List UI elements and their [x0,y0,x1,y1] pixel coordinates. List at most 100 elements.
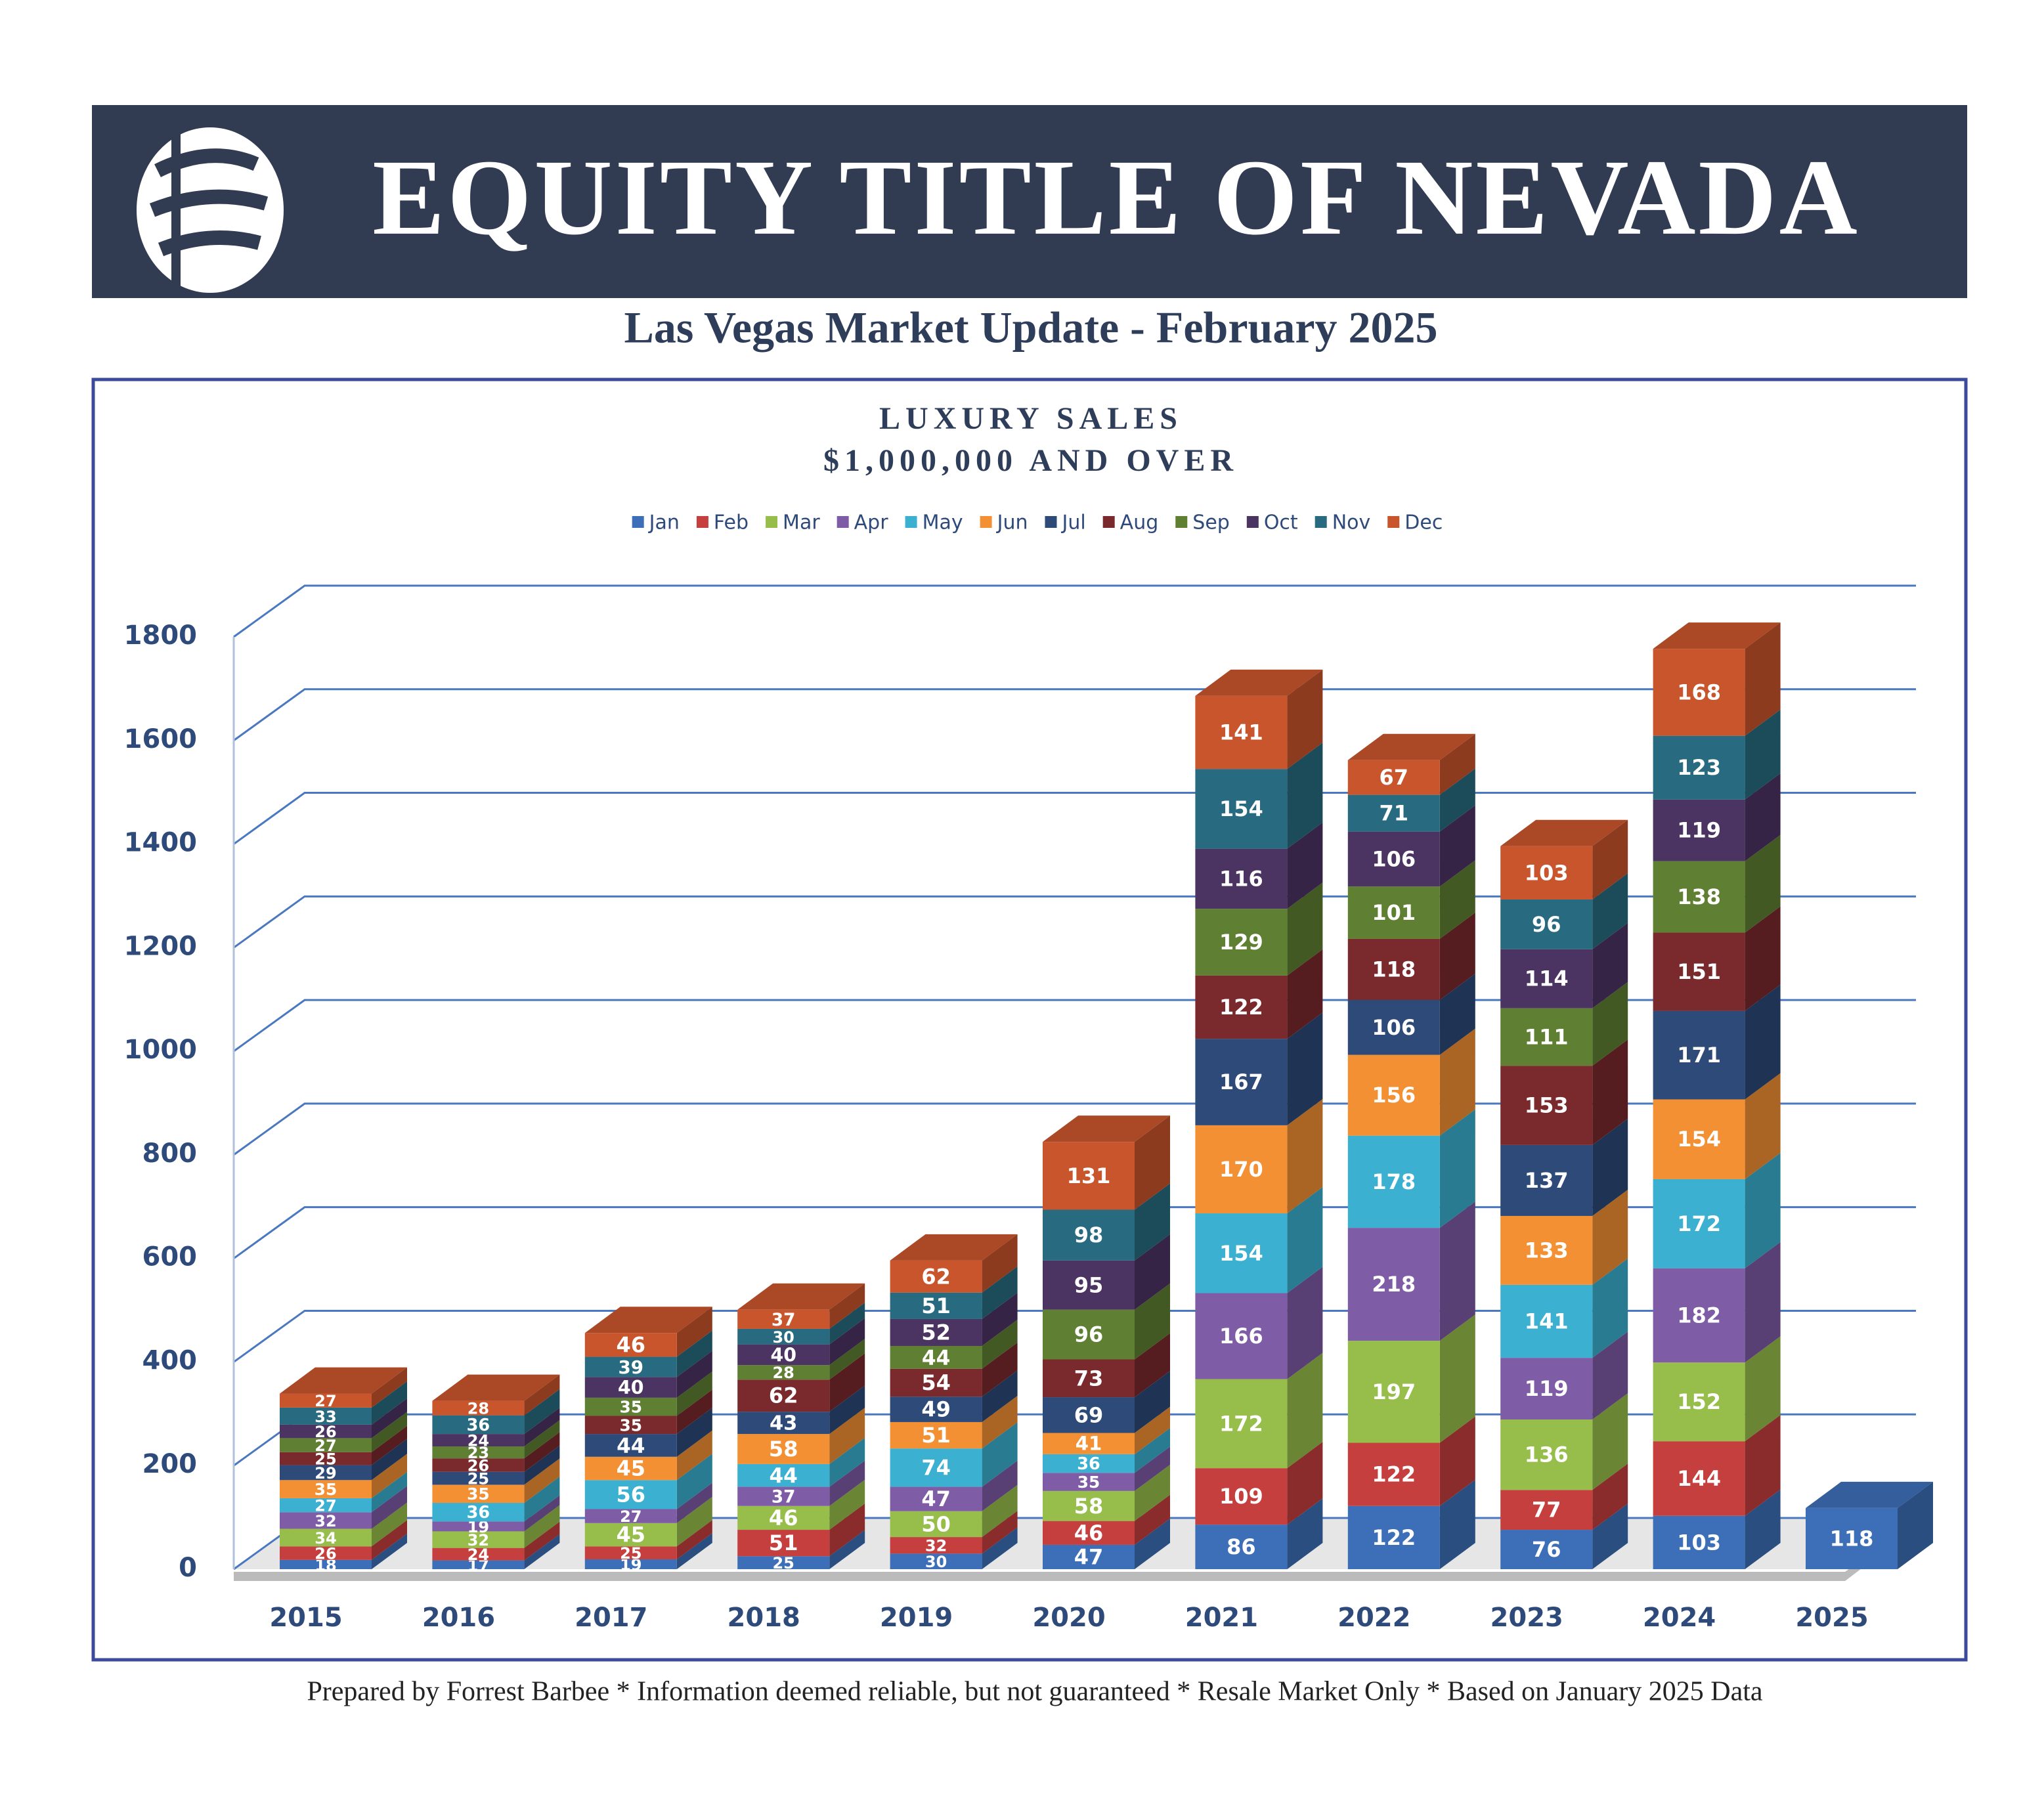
bar [280,1407,372,1425]
legend-swatch [905,516,917,528]
bar [584,1546,677,1560]
bar-side [1745,984,1781,1100]
data-label: 122 [1372,1462,1416,1487]
y-tick-label: 1800 [124,620,197,651]
bar [737,1556,830,1569]
x-tick-label: 2016 [422,1603,495,1633]
bar-side [1592,922,1628,1008]
bar [1347,1054,1440,1136]
bar [737,1486,830,1506]
legend-item: Aug [1102,511,1158,534]
bar-side [1745,709,1781,800]
data-label: 27 [315,1437,336,1455]
data-label: 46 [617,1332,646,1357]
bar-side [1287,1187,1323,1293]
legend-label: Oct [1264,511,1298,534]
bar [737,1328,830,1345]
bar [1195,1293,1288,1379]
legend-item: Jan [632,511,680,534]
bar [280,1498,372,1513]
bar-side [1592,1189,1628,1285]
data-label: 39 [619,1356,644,1378]
bar [1500,1419,1593,1490]
data-label: 25 [772,1554,794,1572]
bar [1653,649,1745,736]
data-label: 69 [1074,1402,1104,1427]
data-label: 27 [620,1507,641,1526]
data-label: 218 [1372,1272,1416,1297]
legend-swatch [837,516,849,528]
bar-side [1135,1518,1170,1569]
bar [584,1416,677,1435]
bar [1043,1521,1135,1545]
bar-side [829,1437,865,1487]
data-label: 172 [1677,1211,1721,1236]
bar-top [432,1374,560,1401]
data-label: 133 [1525,1238,1569,1263]
bar [890,1486,982,1511]
bar [1500,1530,1593,1569]
bar [280,1528,372,1547]
bar-side [372,1471,407,1513]
grid-line [233,688,1916,741]
legend-swatch [980,516,992,528]
data-label: 178 [1372,1169,1416,1194]
footer: Prepared by Forrest Barbee * Information… [307,1677,1762,1707]
bar-side [1592,1258,1628,1358]
data-label: 123 [1677,755,1721,780]
x-tick-label: 2019 [880,1603,953,1633]
legend-swatch [1045,516,1057,528]
data-label: 35 [315,1480,337,1499]
data-label: 137 [1525,1168,1569,1193]
bar [280,1480,372,1498]
bar [584,1397,677,1416]
bar [1347,938,1440,1001]
bar [1195,769,1288,849]
data-label: 45 [617,1523,645,1548]
x-tick-label: 2018 [728,1603,800,1633]
bar-side [372,1367,407,1408]
bar-side [524,1408,560,1447]
bar-side [676,1389,712,1435]
bar [280,1512,372,1529]
bar [1043,1433,1135,1454]
bar-side [676,1408,712,1457]
bar [432,1458,525,1472]
bar [1195,1039,1288,1125]
bar-side [1287,1012,1323,1125]
data-label: 111 [1525,1024,1569,1049]
data-label: 74 [921,1455,951,1480]
bar-side [1745,1489,1781,1569]
legend-label: Nov [1332,511,1371,534]
bar [1195,848,1288,909]
data-label: 28 [772,1364,794,1382]
data-label: 167 [1219,1070,1263,1094]
bar-side [829,1460,865,1506]
logo [137,127,284,293]
bar-side [1592,1463,1628,1530]
data-label: 25 [468,1470,489,1488]
x-tick-label: 2023 [1490,1603,1563,1633]
bar [432,1471,525,1485]
legend-swatch [696,516,708,528]
bar-side [1135,1371,1170,1433]
bar [1347,794,1440,832]
data-label: 30 [925,1553,947,1571]
bar [584,1559,677,1569]
data-label: 51 [921,1293,951,1318]
data-label: 95 [1074,1272,1104,1297]
legend-swatch [632,516,644,528]
legend-label: Jan [648,511,680,534]
bar-side [829,1353,865,1412]
legend-swatch [1246,516,1259,528]
bar-side [982,1319,1018,1369]
bar-side [524,1521,560,1561]
bar-side [372,1520,407,1560]
data-label: 73 [1074,1366,1104,1391]
data-label: 47 [1074,1544,1104,1569]
bar-side [1745,906,1781,1011]
y-tick-label: 1200 [124,931,197,961]
data-label: 52 [921,1320,951,1345]
legend-item: Apr [837,511,888,534]
